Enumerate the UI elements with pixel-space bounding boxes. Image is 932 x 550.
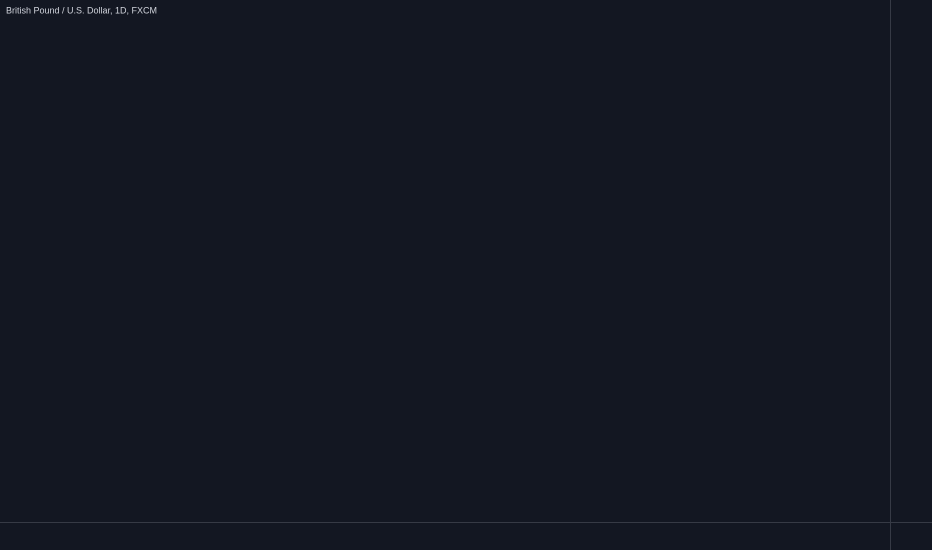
symbol-title: British Pound / U.S. Dollar, 1D, FXCM bbox=[6, 5, 157, 15]
